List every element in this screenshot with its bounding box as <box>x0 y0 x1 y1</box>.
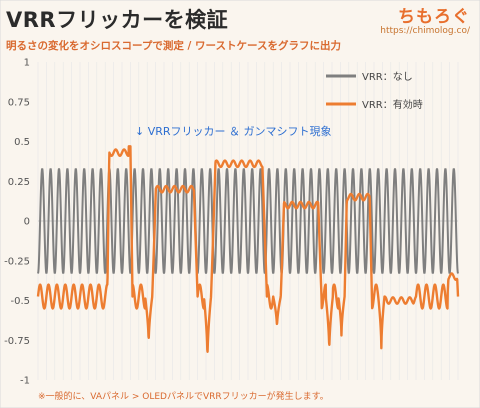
y-tick-label: -0.5 <box>10 296 30 307</box>
y-tick-label: 1 <box>24 58 30 69</box>
y-tick-label: 0 <box>24 217 30 228</box>
page-subtitle: 明るさの変化をオシロスコープで測定 / ワーストケースをグラフに出力 <box>6 40 341 52</box>
y-tick-label: 0.75 <box>8 97 30 108</box>
y-tick-label: 0.5 <box>14 137 30 148</box>
legend-label-vrr-on: VRR：有効時 <box>362 98 423 111</box>
page-title: VRRフリッカーを検証 <box>6 8 229 32</box>
y-tick-label: -1 <box>20 376 30 387</box>
legend-label-vrr-off: VRR：なし <box>362 71 413 83</box>
y-tick-label: -0.75 <box>4 336 30 347</box>
annotation-flicker: ↓ VRRフリッカー ＆ ガンマシフト現象 <box>135 125 332 138</box>
legend: VRR：なし VRR：有効時 <box>326 71 423 111</box>
y-tick-label: 0.25 <box>8 177 30 188</box>
series-line-vrr-on <box>36 145 460 353</box>
logo-text: ちもろぐ <box>398 7 470 27</box>
logo-url: https://chimolog.co/ <box>380 26 470 36</box>
y-tick-label: -0.25 <box>4 256 30 267</box>
y-ticks: 1 0.75 0.5 0.25 0 -0.25 -0.5 -0.75 -1 <box>4 58 30 387</box>
footnote: ※一般的に、VAパネル > OLEDパネルでVRRフリッカーが発生します。 <box>38 392 329 402</box>
site-logo: ちもろぐ https://chimolog.co/ <box>380 2 470 36</box>
